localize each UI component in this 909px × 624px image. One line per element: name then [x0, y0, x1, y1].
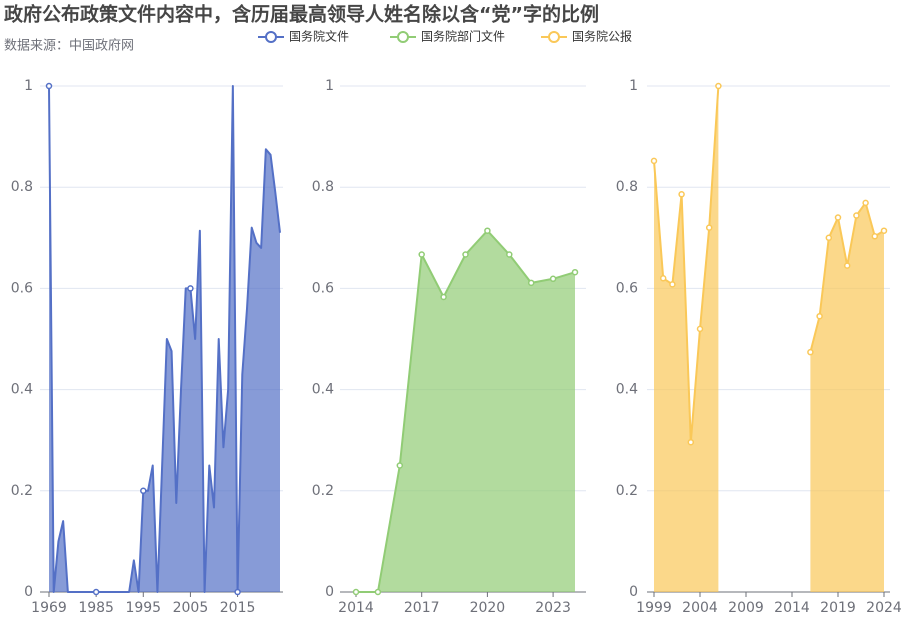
- area: [356, 230, 575, 592]
- point: [816, 312, 823, 320]
- x-tick-label: 1999: [636, 600, 672, 616]
- x-tick-label: 2009: [728, 600, 764, 616]
- y-tick-label: 1: [325, 78, 334, 94]
- y-tick-label: 0.4: [11, 382, 33, 398]
- point: [687, 438, 695, 446]
- point: [571, 268, 579, 276]
- point: [834, 214, 842, 221]
- point: [45, 82, 53, 90]
- point: [659, 275, 667, 282]
- point: [418, 251, 425, 258]
- point: [440, 293, 447, 301]
- y-tick-label: 0.8: [312, 179, 334, 195]
- x-tick-label: 2024: [866, 600, 902, 616]
- point: [843, 262, 851, 269]
- point: [669, 281, 676, 288]
- point: [807, 348, 814, 356]
- x-tick-label: 2015: [220, 600, 256, 616]
- y-tick-label: 0.6: [11, 280, 33, 296]
- y-tick-label: 0.2: [312, 483, 334, 499]
- point: [506, 251, 513, 258]
- x-tick-label: 2017: [404, 600, 440, 616]
- legend-icon: [397, 31, 409, 43]
- point: [715, 82, 722, 90]
- legend-icon: [265, 31, 277, 43]
- point: [705, 224, 713, 231]
- x-tick-label: 2014: [774, 600, 810, 616]
- point: [678, 191, 685, 198]
- chart-subtitle: 数据来源：中国政府网: [4, 39, 134, 54]
- x-tick-label: 2004: [682, 600, 718, 616]
- y-tick-label: 0.8: [11, 179, 33, 195]
- x-tick-label: 2005: [173, 600, 209, 616]
- point: [352, 588, 360, 596]
- y-tick-label: 0.8: [616, 179, 638, 195]
- legend-label: 国务院部门文件: [421, 29, 505, 44]
- y-tick-label: 0.4: [312, 382, 334, 398]
- y-tick-label: 0.2: [11, 483, 33, 499]
- point: [92, 588, 100, 596]
- point: [825, 234, 833, 242]
- point: [484, 227, 491, 234]
- x-tick-label: 2020: [470, 600, 506, 616]
- area: [654, 86, 884, 592]
- x-tick-label: 1985: [78, 600, 114, 616]
- point: [187, 285, 194, 292]
- legend-icon: [548, 31, 560, 43]
- point: [862, 199, 869, 207]
- y-tick-label: 0: [629, 584, 638, 600]
- point: [871, 233, 879, 240]
- point: [650, 157, 658, 165]
- y-tick-label: 0.6: [616, 280, 638, 296]
- x-tick-label: 2014: [338, 600, 374, 616]
- y-tick-label: 0: [325, 584, 334, 600]
- x-tick-label: 1995: [125, 600, 161, 616]
- x-tick-label: 1969: [31, 600, 67, 616]
- y-tick-label: 1: [629, 78, 638, 94]
- y-tick-label: 0.6: [312, 280, 334, 296]
- point: [527, 279, 535, 287]
- point: [396, 462, 404, 469]
- point: [880, 227, 888, 234]
- point: [549, 275, 557, 283]
- area: [49, 86, 280, 592]
- legend-label: 国务院文件: [289, 29, 349, 44]
- y-tick-label: 0: [24, 584, 33, 600]
- point: [234, 588, 241, 596]
- point: [696, 325, 704, 333]
- point: [462, 251, 469, 258]
- point: [853, 212, 860, 219]
- x-tick-label: 2019: [820, 600, 856, 616]
- point: [374, 588, 382, 596]
- legend-label: 国务院公报: [572, 29, 632, 44]
- chart-title: 政府公布政策文件内容中，含历届最高领导人姓名除以含“党”字的比例: [4, 3, 599, 26]
- y-tick-label: 0.4: [616, 382, 638, 398]
- line: [48, 85, 281, 593]
- x-tick-label: 2023: [535, 600, 571, 616]
- point: [140, 487, 147, 495]
- y-tick-label: 0.2: [616, 483, 638, 499]
- y-tick-label: 1: [24, 78, 33, 94]
